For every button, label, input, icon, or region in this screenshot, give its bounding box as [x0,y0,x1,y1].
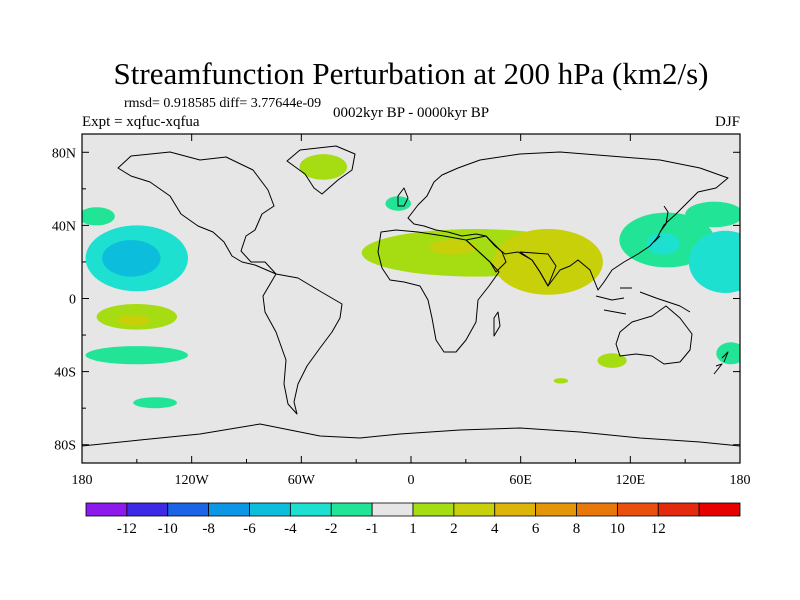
colorbar-box [616,502,659,517]
x-tick-label: 120W [175,473,210,488]
x-tick-label: 0 [408,473,415,488]
x-tick-label: 60E [509,473,532,488]
colorbar-label: -8 [202,521,215,537]
coastline-india [519,251,557,287]
colorbar-label: 4 [491,521,499,537]
colorbar: -12 -10 -8 -6 -4 -2 -1 1 2 4 6 8 10 12 [85,502,741,537]
colorbar-box [85,502,128,517]
map-background [82,134,740,463]
colorbar-box [208,502,250,517]
field-blob-greenland-positive [299,154,348,180]
y-tick-label: 80N [52,146,76,161]
coastline-south-america [262,273,343,415]
colorbar-box [453,502,496,517]
coastline-new-zealand [713,351,729,375]
y-tick-label: 80S [54,439,76,454]
field-blob-dateline-negative [688,230,740,293]
colorbar-box [412,502,455,517]
coastline-north-america [117,151,277,275]
field-blob-southern-ocean-negative [133,397,178,409]
colorbar-box [535,502,577,517]
colorbar-label: -4 [284,521,297,537]
field-blob-dateline-north-negative [685,201,740,228]
colorbar-box [167,502,210,517]
coastline-indonesia [595,287,691,315]
colorbar-box [289,502,332,517]
map-frame [81,133,741,464]
colorbar-label: 12 [651,521,666,537]
colorbar-label: 1 [409,521,417,537]
field-blob-south-pacific-negative [85,346,188,365]
colorbar-box [494,502,537,517]
y-tick-label: 0 [69,293,76,308]
field-layer [82,154,740,409]
x-tick-label: 120E [616,473,646,488]
coastline-antarctica [82,423,740,447]
field-blob-east-asia-negative-core [646,232,680,255]
field-blob-south-pacific-positive-core [116,314,150,326]
field-blob-india-positive-core [515,243,581,273]
colorbar-label: 2 [450,521,458,537]
coastline-australia [615,305,693,365]
y-axis: 80N 40N 0 40S 80S [52,146,740,454]
field-blob-southern-indian-positive [553,378,569,384]
colorbar-label: -10 [158,521,178,537]
field-blob-south-pacific-east-negative [716,342,740,365]
colorbar-box [576,502,618,517]
colorbar-label: -2 [325,521,338,537]
colorbar-label: 6 [532,521,540,537]
x-tick-label: 180 [730,473,751,488]
colorbar-box [657,502,700,517]
stats-text: rmsd= 0.918585 diff= 3.77644e-09 [124,96,321,111]
colorbar-box [249,502,291,517]
season-label: DJF [715,114,740,130]
x-axis: 180 120W 60W 0 60E 120E 180 [72,134,751,488]
field-blob-north-africa-positive [429,240,477,255]
coastlines [82,145,740,447]
chart-title: Streamfunction Perturbation at 200 hPa (… [114,56,709,91]
x-tick-label: 60W [288,473,316,488]
experiment-label: Expt = xqfuc-xqfua [82,114,200,130]
colorbar-label: 10 [610,521,625,537]
colorbar-box [126,502,169,517]
colorbar-box [698,502,741,517]
coastline-uk [397,187,409,207]
coastline-africa [377,229,500,353]
colorbar-box [330,502,373,517]
colorbar-label: 8 [573,521,581,537]
colorbar-box [371,502,414,517]
field-blob-west-pacific-negative [82,207,115,226]
field-blob-north-pacific-negative-core [102,239,161,277]
x-tick-label: 180 [72,473,93,488]
coastline-japan [653,205,669,243]
coastline-madagascar [493,311,501,337]
y-tick-label: 40S [54,366,76,381]
y-tick-label: 40N [52,219,76,234]
field-blob-australia-positive [597,353,627,368]
colorbar-label: -1 [366,521,379,537]
period-label: 0002kyr BP - 0000kyr BP [333,105,489,121]
coastline-arabia [465,235,507,273]
coastline-greenland [286,145,356,195]
colorbar-label: -6 [243,521,256,537]
colorbar-label: -12 [117,521,137,537]
